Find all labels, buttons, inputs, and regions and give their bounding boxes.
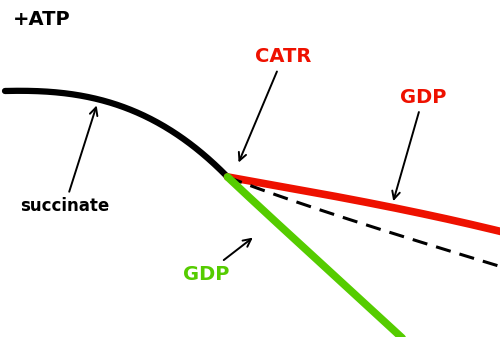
Text: succinate: succinate xyxy=(20,108,109,215)
Text: CATR: CATR xyxy=(239,47,312,160)
Text: +ATP: +ATP xyxy=(12,10,70,29)
Text: GDP: GDP xyxy=(182,239,251,283)
Text: GDP: GDP xyxy=(392,88,446,199)
